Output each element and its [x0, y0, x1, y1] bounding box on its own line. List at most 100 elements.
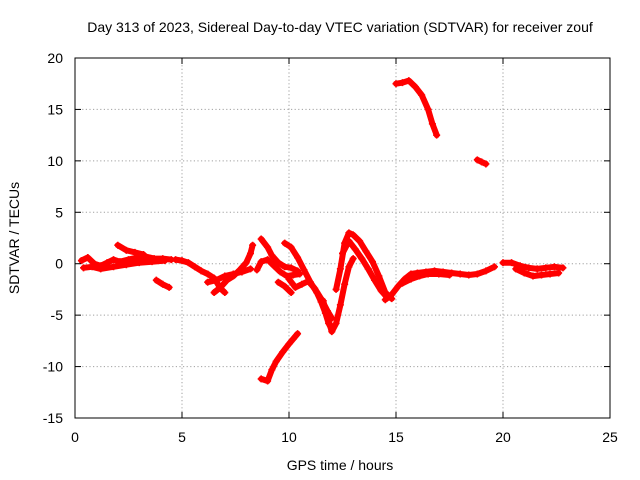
data-point-marker [289, 271, 297, 279]
data-point-marker [191, 263, 199, 271]
data-point-marker [294, 330, 302, 338]
data-point-marker [490, 263, 498, 271]
data-point-marker [555, 269, 563, 277]
x-tick-label: 10 [281, 429, 297, 445]
data-point-marker [351, 245, 359, 253]
data-point-marker [165, 283, 173, 291]
data-point-marker [139, 250, 147, 258]
data-point-marker [197, 267, 205, 275]
data-point-marker [221, 272, 229, 280]
data-point-marker [336, 301, 344, 309]
data-point-marker [148, 258, 156, 266]
data-point-marker [159, 280, 167, 288]
series-bump-9-10 [274, 278, 295, 297]
data-point-marker [525, 264, 533, 272]
series-band [393, 77, 440, 139]
data-point-marker [131, 248, 139, 256]
data-point-marker [152, 276, 160, 284]
x-tick-label: 5 [178, 429, 186, 445]
series-layer [77, 77, 567, 385]
series-short-dip [152, 276, 173, 291]
data-point-marker [512, 265, 520, 273]
data-point-marker [465, 271, 473, 279]
data-point-marker [291, 283, 299, 291]
data-point-marker [221, 289, 229, 297]
data-point-marker [533, 265, 541, 273]
data-point-marker [122, 261, 130, 269]
x-axis-label: GPS time / hours [287, 457, 394, 473]
y-tick-label: 20 [47, 50, 63, 66]
series-band [258, 330, 301, 384]
chart-title: Day 313 of 2023, Sidereal Day-to-day VTE… [87, 19, 593, 35]
data-point-marker [204, 270, 212, 278]
data-point-marker [287, 264, 295, 272]
data-point-marker [478, 158, 486, 166]
data-point-marker [285, 340, 293, 348]
data-point-marker [249, 241, 257, 249]
data-point-marker [110, 263, 118, 271]
data-point-marker [285, 275, 293, 283]
data-point-marker [257, 258, 265, 266]
y-tick-label: 10 [47, 153, 63, 169]
data-point-marker [394, 282, 402, 290]
data-point-marker [392, 80, 400, 88]
data-point-marker [204, 278, 212, 286]
series-low-branch [257, 330, 302, 385]
data-point-marker [428, 120, 436, 128]
data-point-marker [77, 257, 85, 265]
data-point-marker [324, 313, 332, 321]
data-point-marker [281, 239, 289, 247]
data-point-marker [482, 267, 490, 275]
data-point-marker [473, 270, 481, 278]
data-point-marker [80, 264, 88, 272]
series-decline-morning [172, 256, 229, 297]
data-point-marker [161, 257, 169, 265]
data-point-marker [418, 91, 426, 99]
data-point-marker [356, 237, 364, 245]
series-side-track [204, 265, 254, 286]
y-tick-label: -15 [43, 410, 63, 426]
series-baseline-early-b [80, 257, 169, 273]
data-point-marker [368, 258, 376, 266]
data-point-marker [332, 319, 340, 327]
series-baseline-evening-b [512, 265, 563, 280]
data-point-marker [349, 255, 357, 263]
data-point-marker [294, 267, 302, 275]
data-point-marker [375, 272, 383, 280]
data-point-marker [416, 272, 424, 280]
data-point-marker [135, 259, 143, 267]
series-band [114, 242, 147, 258]
data-point-marker [473, 156, 481, 164]
data-point-marker [398, 279, 406, 287]
data-point-marker [377, 286, 385, 294]
data-point-marker [276, 268, 284, 276]
grid-layer [75, 58, 610, 418]
data-point-marker [542, 264, 550, 272]
data-point-marker [257, 235, 265, 243]
data-point-marker [304, 277, 312, 285]
y-tick-label: -5 [51, 307, 64, 323]
data-point-marker [272, 357, 280, 365]
data-point-marker [398, 79, 406, 87]
data-point-marker [274, 259, 282, 267]
data-point-marker [358, 255, 366, 263]
x-tick-label: 0 [71, 429, 79, 445]
x-tick-label: 25 [602, 429, 618, 445]
y-tick-label: 0 [55, 256, 63, 272]
data-point-marker [424, 105, 432, 113]
tick-layer: 0 5 10 15 20 25 -15 -10 -5 0 5 10 15 20 [43, 50, 618, 445]
data-point-marker [332, 285, 340, 293]
series-band [339, 238, 391, 301]
data-point-marker [482, 160, 490, 168]
data-point-marker [362, 247, 370, 255]
data-point-marker [270, 262, 278, 270]
data-point-marker [97, 265, 105, 273]
data-point-marker [84, 254, 92, 262]
data-point-marker [405, 77, 413, 85]
data-point-marker [242, 259, 250, 267]
series-dip-12 [319, 255, 357, 336]
data-point-marker [238, 268, 246, 276]
plot-frame [74, 57, 611, 419]
y-tick-label: 15 [47, 101, 63, 117]
data-point-marker [508, 259, 516, 267]
